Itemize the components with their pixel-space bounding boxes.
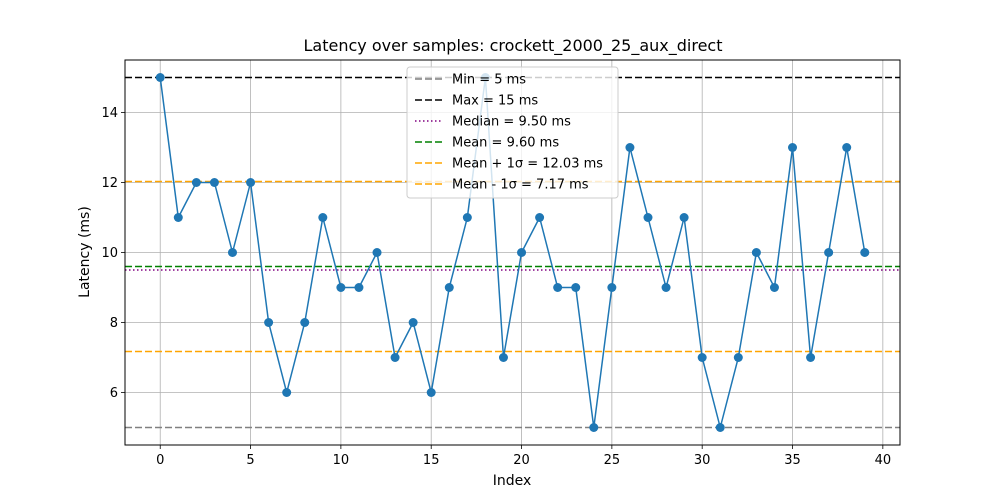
data-point (733, 353, 743, 362)
data-point (173, 213, 183, 222)
y-tick-label: 12 (101, 176, 118, 191)
data-point (697, 353, 707, 362)
data-point (209, 178, 219, 187)
x-tick-label: 25 (604, 453, 621, 468)
x-tick-label: 20 (513, 453, 530, 468)
data-point (426, 388, 436, 397)
data-point (191, 178, 201, 187)
x-tick-label: 40 (875, 453, 892, 468)
data-point (227, 248, 237, 257)
x-tick-label: 5 (246, 453, 254, 468)
data-point (498, 353, 508, 362)
data-point (535, 213, 545, 222)
x-tick-label: 30 (694, 453, 711, 468)
data-point (282, 388, 292, 397)
data-point (155, 73, 165, 82)
data-point (661, 283, 671, 292)
legend-label: Mean - 1σ = 7.17 ms (452, 178, 589, 193)
y-tick-label: 10 (101, 246, 118, 261)
data-point (824, 248, 834, 257)
y-axis-ticks: 6 8 10 12 14 (101, 106, 125, 401)
data-point (318, 213, 328, 222)
data-point (517, 248, 527, 257)
x-tick-label: 15 (423, 453, 440, 468)
data-point (788, 143, 798, 152)
y-tick-label: 8 (110, 316, 118, 331)
data-point (354, 283, 364, 292)
x-axis-label: Index (493, 473, 532, 489)
data-point (444, 283, 454, 292)
data-point (589, 423, 599, 432)
data-point (571, 283, 581, 292)
legend-label: Mean = 9.60 ms (452, 136, 559, 151)
y-tick-label: 14 (101, 106, 118, 121)
x-tick-label: 35 (784, 453, 801, 468)
series-line (159, 77, 866, 428)
data-point (408, 318, 418, 327)
data-point (462, 213, 472, 222)
reference-lines (125, 76, 900, 429)
data-point (625, 143, 635, 152)
data-point (715, 423, 725, 432)
legend: Min = 5 ms Max = 15 ms Median = 9.50 ms Mea… (406, 66, 619, 199)
data-point (607, 283, 617, 292)
data-point (806, 353, 816, 362)
data-point (842, 143, 852, 152)
chart-title: Latency over samples: crockett_2000_25_a… (303, 36, 722, 56)
x-tick-label: 0 (156, 453, 164, 468)
legend-box (406, 66, 619, 199)
x-tick-label: 10 (333, 453, 350, 468)
data-point (751, 248, 761, 257)
data-point (390, 353, 400, 362)
data-point (300, 318, 310, 327)
legend-label: Mean + 1σ = 12.03 ms (452, 157, 603, 172)
legend-label: Min = 5 ms (452, 73, 526, 88)
data-point (246, 178, 256, 187)
data-point (553, 283, 563, 292)
data-point (372, 248, 382, 257)
data-point (679, 213, 689, 222)
legend-label: Max = 15 ms (452, 94, 538, 109)
y-axis-label: Latency (ms) (77, 206, 93, 298)
y-tick-label: 6 (110, 386, 118, 401)
data-point (769, 283, 779, 292)
legend-label: Median = 9.50 ms (452, 115, 571, 130)
x-axis-ticks: 0 5 10 15 20 25 30 35 40 (156, 445, 891, 468)
data-point (860, 248, 870, 257)
data-point (336, 283, 346, 292)
data-point (643, 213, 653, 222)
data-point (264, 318, 274, 327)
series-latency (155, 73, 870, 432)
